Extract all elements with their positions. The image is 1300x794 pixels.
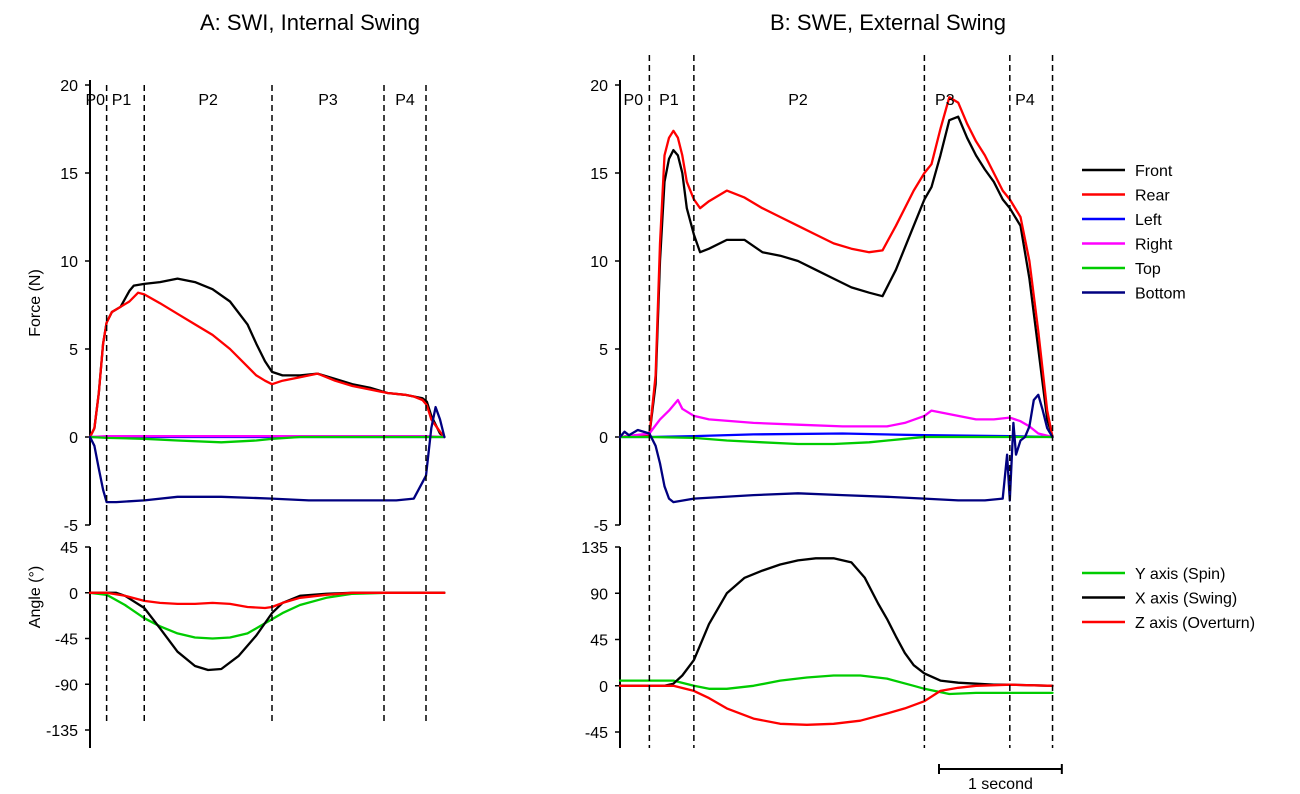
y-tick-label: 15 [60,166,78,183]
plots-layer: -5 0 5 10 15 20 -135 -90 -45 0 45 -5 0 5 10 15 20 -45 0 45 9… [46,55,1054,748]
legend-label: Front [1135,163,1173,180]
y-tick-label: 20 [590,78,608,95]
panel-b-force: -5 0 5 10 15 20 [590,78,1054,535]
y-tick-label: 5 [599,342,608,359]
legend-label: Right [1135,237,1173,254]
y-tick-label: -135 [46,723,78,740]
series-line-front [618,115,1054,439]
series-line-top [618,435,1054,446]
series-line-bottom [88,405,446,504]
time-scale-bar: 1 second [938,764,1063,793]
y-tick-label: 45 [60,540,78,557]
phase-label: P3 [318,92,338,109]
y-tick-label: 0 [69,586,78,603]
scale-bar-label: 1 second [968,776,1033,793]
force-y-axis-label: Force (N) [27,269,44,337]
y-tick-label: -45 [585,725,608,742]
phase-label: P0 [85,92,105,109]
series-line-front [88,277,446,439]
series-line-rear [88,291,446,439]
series-line-z-axis-overturn [88,591,446,610]
legend-label: Bottom [1135,286,1186,303]
series-line-right [618,398,1054,439]
series-line-z-axis-overturn [618,683,1054,726]
y-tick-label: 10 [60,254,78,271]
series-line-rear [618,96,1054,439]
series-line-top [88,435,446,444]
phase-label: P2 [198,92,218,109]
panel-b-angle: -45 0 45 90 135 [581,540,1054,748]
y-tick-label: 0 [599,430,608,447]
panel-b-title: B: SWE, External Swing [770,10,1006,35]
phase-label: P1 [112,92,132,109]
legends-layer: Front Rear Left Right Top Bottom Y axis (Spin)… [1082,163,1255,632]
y-tick-label: 90 [590,586,608,603]
y-tick-label: 15 [590,166,608,183]
y-tick-label: 5 [69,342,78,359]
legend-label: Rear [1135,188,1170,205]
y-tick-label: 135 [581,540,608,557]
y-tick-label: -5 [594,518,608,535]
legend-label: Left [1135,212,1162,229]
angle-y-axis-label: Angle (°) [27,566,44,628]
phase-label: P3 [935,92,955,109]
angle-legend: Y axis (Spin) X axis (Swing) Z axis (Overt… [1082,566,1255,632]
legend-label: Y axis (Spin) [1135,566,1225,583]
panel-a-force: -5 0 5 10 15 20 [60,78,446,535]
phase-label: P4 [395,92,415,109]
phase-markers-a: P0 P1 P2 P3 P4 [85,85,427,725]
y-tick-label: 0 [599,679,608,696]
phase-label: P2 [788,92,808,109]
y-tick-label: 20 [60,78,78,95]
legend-label: X axis (Swing) [1135,591,1237,608]
phase-label: P0 [624,92,644,109]
y-tick-label: 10 [590,254,608,271]
y-tick-label: -45 [55,632,78,649]
y-tick-label: 45 [590,633,608,650]
phase-label: P1 [659,92,679,109]
legend-label: Z axis (Overturn) [1135,615,1255,632]
force-legend: Front Rear Left Right Top Bottom [1082,163,1186,303]
y-tick-label: -5 [64,518,78,535]
y-tick-label: -90 [55,677,78,694]
legend-label: Top [1135,261,1161,278]
series-line-y-axis-spin [618,674,1054,696]
phase-label: P4 [1015,92,1035,109]
panel-a-title: A: SWI, Internal Swing [200,10,420,35]
phase-markers-b: P0 P1 P2 P3 P4 [624,55,1054,748]
y-tick-label: 0 [69,430,78,447]
series-line-x-axis-swing [88,591,446,672]
series-line-x-axis-swing [618,557,1054,687]
